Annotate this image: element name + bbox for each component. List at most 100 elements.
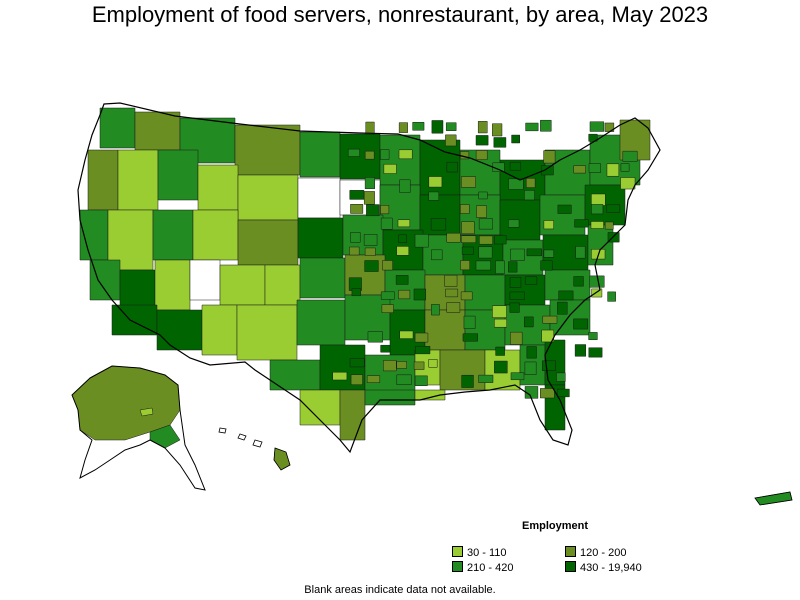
map-area-228	[556, 388, 570, 398]
map-area-202	[588, 332, 598, 341]
map-area-179	[445, 288, 459, 298]
map-area-139	[590, 221, 604, 229]
map-area-32	[297, 217, 344, 259]
map-area-84	[525, 122, 539, 132]
map-area-118	[363, 191, 375, 205]
map-area-113	[461, 176, 476, 188]
map-area-81	[445, 122, 457, 131]
map-area-157	[526, 248, 543, 257]
map-area-108	[606, 163, 620, 177]
map-area-82	[477, 121, 488, 134]
map-area-164	[475, 260, 491, 271]
map-regions	[71, 107, 793, 506]
map-area-174	[589, 275, 605, 288]
map-area-188	[492, 305, 507, 318]
map-area-54	[156, 309, 203, 351]
map-area-181	[509, 291, 525, 300]
map-area-29	[152, 209, 194, 261]
alaska-outline	[71, 365, 206, 491]
map-area-162	[382, 260, 393, 271]
map-area-167	[540, 260, 553, 271]
legend-item-4: 430 - 19,940	[565, 561, 642, 574]
map-area-111	[399, 179, 411, 193]
map-area-73	[339, 389, 366, 441]
map-area-209	[349, 358, 365, 368]
map-area-78	[398, 122, 408, 133]
map-area-138	[574, 219, 589, 228]
map-area-16	[157, 149, 199, 201]
footnote: Blank areas indicate data not available.	[304, 584, 496, 596]
map-area-14	[87, 149, 119, 211]
map-area-91	[511, 134, 521, 144]
legend-label-1: 30 - 110	[467, 547, 507, 559]
map-area-117	[349, 190, 365, 200]
map-area-18	[237, 174, 299, 221]
map-area-220	[396, 374, 412, 385]
legend-label-3: 210 - 420	[467, 562, 514, 574]
map-area-223	[478, 374, 494, 383]
map-area-7	[379, 134, 421, 186]
map-area-13	[619, 119, 651, 161]
map-area-1	[99, 107, 136, 149]
map-area-172	[524, 276, 538, 285]
legend-item-2: 120 - 200	[565, 546, 626, 559]
map-area-94	[364, 150, 375, 160]
map-area-133	[430, 218, 447, 231]
map-area-206	[526, 346, 537, 359]
map-area-79	[412, 121, 425, 131]
map-area-210	[383, 360, 397, 372]
map-area-123	[350, 204, 364, 214]
map-area-175	[351, 288, 362, 297]
map-area-197	[399, 330, 414, 339]
map-area-85	[540, 119, 552, 132]
map-area-152	[396, 246, 410, 256]
map-area-216	[541, 360, 556, 371]
legend-swatch-2	[565, 546, 576, 557]
map-area-42	[154, 259, 191, 311]
map-area-41	[119, 269, 156, 311]
legend-swatch-3	[452, 561, 463, 572]
map-area-171	[509, 276, 522, 288]
map-area-170	[444, 274, 458, 287]
map-area-155	[478, 246, 493, 259]
map-area-2	[134, 111, 181, 151]
map-area-176	[380, 291, 395, 300]
map-area-120	[478, 191, 488, 200]
map-area-96	[398, 149, 413, 160]
map-area-158	[543, 249, 555, 258]
map-area-198	[414, 332, 429, 343]
map-area-88	[445, 134, 457, 147]
map-area-83	[492, 123, 503, 137]
map-area-24	[499, 199, 541, 241]
map-area-222	[461, 374, 474, 388]
map-area-114	[508, 178, 524, 190]
map-area-213	[428, 359, 438, 368]
map-area-44	[219, 264, 266, 306]
map-area-187	[446, 302, 461, 313]
map-area-136	[508, 219, 520, 228]
map-area-74	[364, 389, 416, 406]
map-area-146	[460, 235, 477, 243]
map-area-60	[424, 309, 466, 351]
map-area-200	[510, 331, 523, 345]
map-area-204	[414, 345, 431, 355]
map-area-219	[366, 375, 381, 383]
map-area-134	[461, 221, 475, 235]
map-area-132	[397, 219, 411, 228]
map-area-154	[461, 246, 474, 255]
map-area-129	[591, 204, 604, 215]
map-area-135	[478, 218, 493, 230]
map-area-77	[365, 121, 375, 135]
map-area-55	[201, 304, 238, 356]
map-area-168	[348, 277, 362, 291]
map-area-142	[363, 234, 378, 246]
map-area-191	[463, 315, 476, 329]
map-area-224	[510, 372, 525, 381]
map-area-92	[588, 133, 598, 142]
map-area-163	[460, 260, 470, 271]
map-area-87	[604, 122, 615, 132]
legend-label-2: 120 - 200	[580, 547, 627, 559]
map-area-196	[367, 331, 383, 343]
map-area-180	[460, 291, 473, 301]
